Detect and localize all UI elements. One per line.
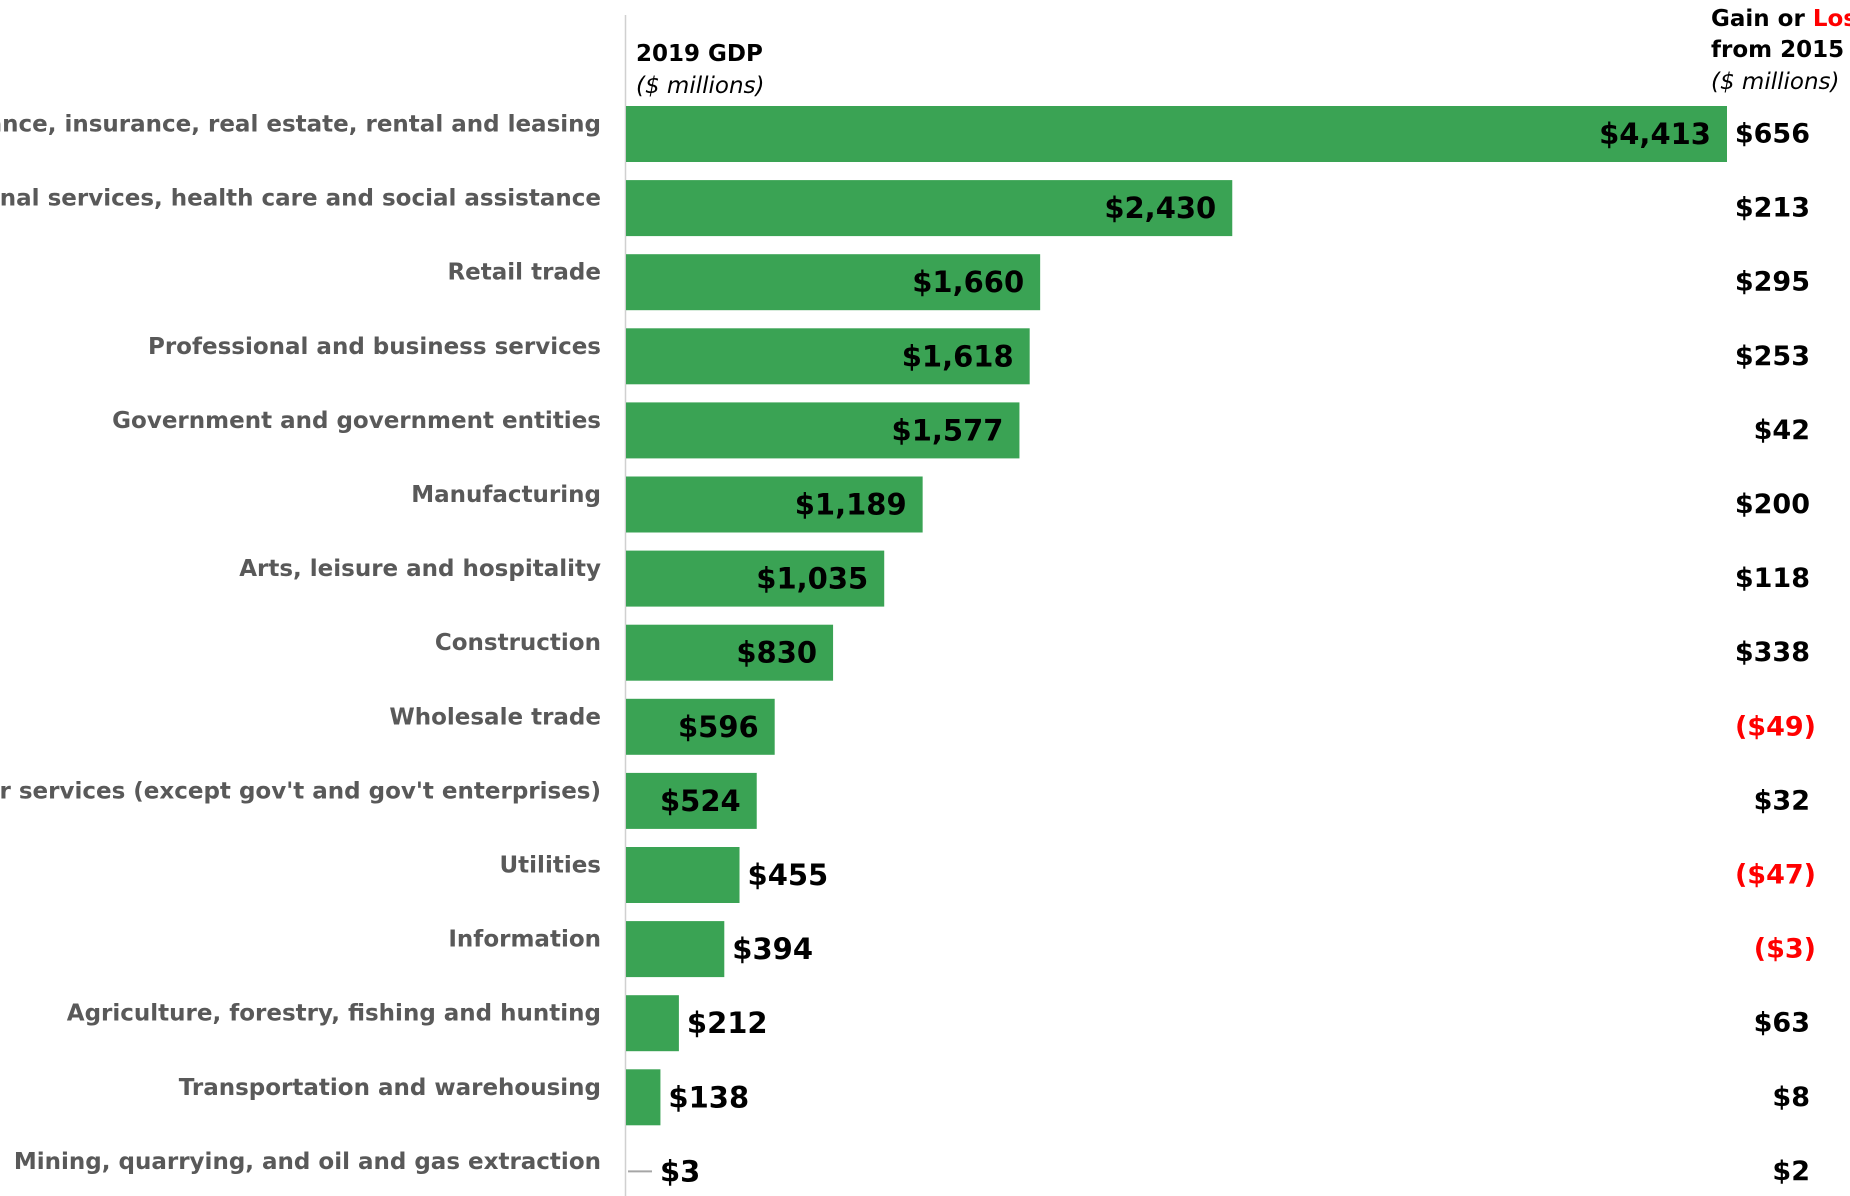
category-label: Government and government entities <box>112 408 601 434</box>
category-label: Mining, quarrying, and oil and gas extra… <box>14 1149 601 1175</box>
gdp-bar <box>626 402 1020 459</box>
change-header-subtitle: from 2015 <box>1711 37 1844 63</box>
gdp-bar <box>626 624 834 681</box>
change-value-label: $338 <box>1735 637 1810 668</box>
gdp-value-label: $2,430 <box>1104 191 1216 225</box>
category-label: Manufacturing <box>411 482 601 508</box>
change-value-label: ($3) <box>1754 934 1816 965</box>
gdp-bar <box>626 847 740 903</box>
gdp-header-units: ($ millions) <box>636 73 765 99</box>
category-label: Professional and business services <box>148 334 601 360</box>
change-header-units: ($ millions) <box>1711 69 1840 95</box>
change-value-label: $295 <box>1735 267 1810 298</box>
change-value-label: $118 <box>1735 563 1810 594</box>
gdp-header-title: 2019 GDP <box>636 41 763 67</box>
change-value-label: ($47) <box>1735 860 1816 891</box>
gdp-value-label: $4,413 <box>1599 117 1711 151</box>
gdp-bar <box>626 180 1233 237</box>
gdp-bar <box>626 550 885 607</box>
change-value-label: $63 <box>1754 1008 1810 1039</box>
category-label: Arts, leisure and hospitality <box>239 556 601 582</box>
category-label: Construction <box>435 630 601 656</box>
gdp-bar <box>626 921 725 978</box>
gdp-bar <box>626 476 923 533</box>
labels-layer: Finance, insurance, real estate, rental … <box>0 112 1816 1189</box>
change-value-label: $656 <box>1735 119 1810 150</box>
gdp-value-label: $596 <box>678 710 759 744</box>
gdp-value-label: $1,660 <box>912 265 1024 299</box>
change-header-loss: Loss <box>1813 6 1850 32</box>
change-value-label: $32 <box>1754 785 1810 816</box>
category-label: Agriculture, forestry, fishing and hunti… <box>67 1001 601 1027</box>
category-label: Transportation and warehousing <box>179 1075 601 1101</box>
change-header-gain: Gain or <box>1711 6 1813 32</box>
gdp-value-label: $830 <box>736 636 817 670</box>
category-label: Utilities <box>500 853 602 879</box>
category-label: Wholesale trade <box>389 704 601 730</box>
gdp-value-label: $1,035 <box>756 562 868 596</box>
change-value-label: $8 <box>1772 1082 1810 1113</box>
change-value-label: ($49) <box>1735 711 1816 742</box>
change-value-label: $253 <box>1735 341 1810 372</box>
category-label: Finance, insurance, real estate, rental … <box>0 112 601 138</box>
gdp-bar <box>626 772 757 829</box>
gdp-bar <box>626 698 775 755</box>
change-header-title: Gain or Loss <box>1711 6 1850 32</box>
gdp-value-label: $524 <box>660 784 741 818</box>
change-value-label: $213 <box>1735 193 1810 224</box>
category-label: Information <box>448 927 601 953</box>
gdp-value-label: $138 <box>668 1080 749 1114</box>
gdp-bar <box>626 1069 661 1126</box>
bars-layer <box>626 106 1727 1173</box>
gdp-value-label: $1,618 <box>902 339 1014 373</box>
gdp-bar <box>626 328 1030 385</box>
gdp-value-label: $1,189 <box>795 488 907 522</box>
gdp-value-label: $212 <box>687 1006 768 1040</box>
gdp-value-label: $1,577 <box>892 413 1004 447</box>
change-value-label: $2 <box>1772 1156 1810 1187</box>
category-label: Retail trade <box>447 260 601 286</box>
gdp-bar <box>626 106 1727 162</box>
category-label: Educational services, health care and so… <box>0 186 601 212</box>
gdp-bar <box>626 995 679 1052</box>
change-value-label: $42 <box>1754 415 1810 446</box>
gdp-value-label: $3 <box>660 1154 700 1188</box>
gdp-value-label: $394 <box>732 932 813 966</box>
category-label: Other services (except gov't and gov't e… <box>0 778 601 804</box>
gdp-value-label: $455 <box>748 858 829 892</box>
gdp-bar <box>626 254 1041 311</box>
change-value-label: $200 <box>1735 489 1810 520</box>
